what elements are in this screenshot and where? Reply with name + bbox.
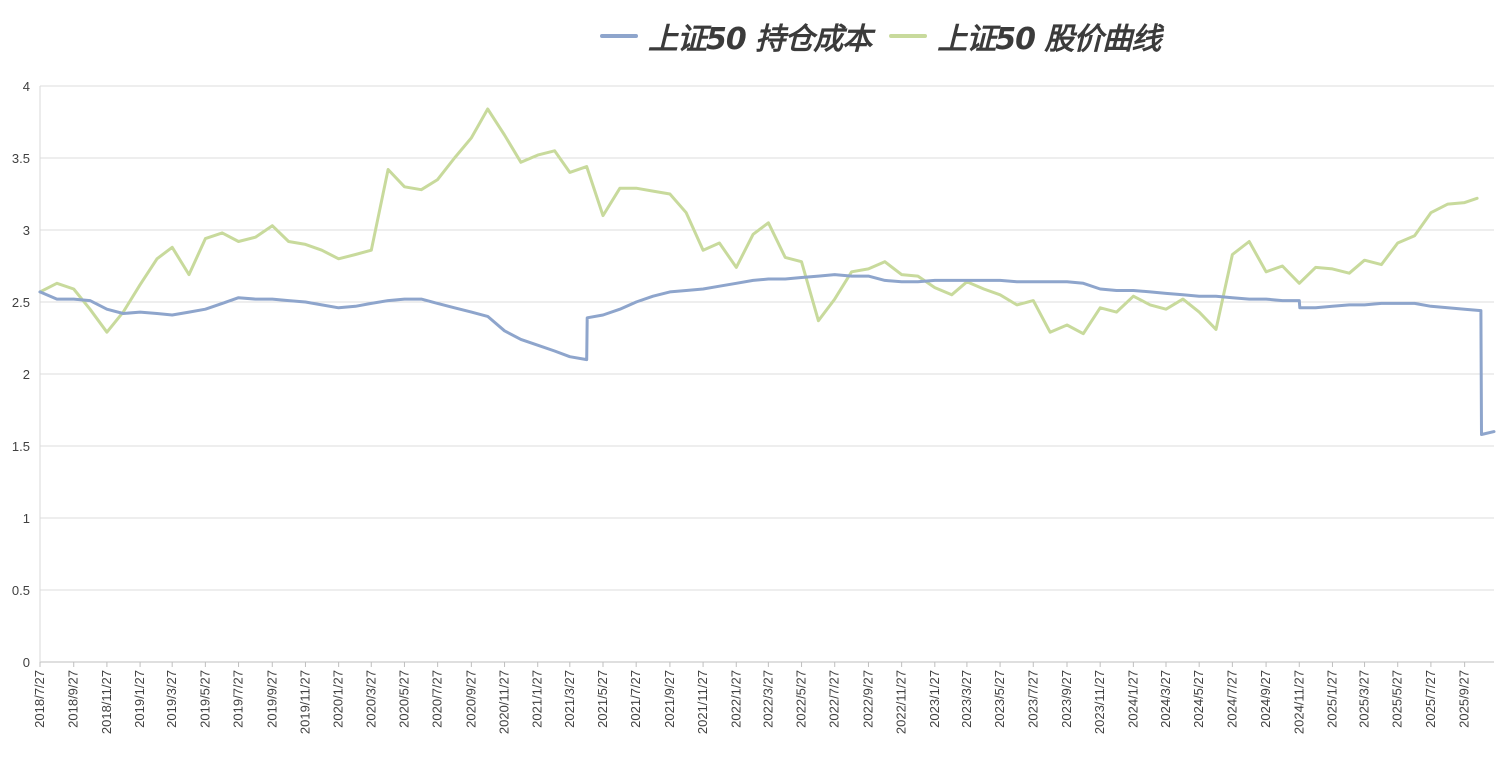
legend-label-cost: 上证50 持仓成本 [648,22,872,57]
x-tick-label: 2024/1/27 [1125,670,1140,728]
x-tick-label: 2021/5/27 [595,670,610,728]
y-tick-label: 2 [23,367,30,382]
legend-swatch-cost [600,34,638,38]
x-tick-label: 2018/9/27 [66,670,81,728]
x-tick-label: 2023/5/27 [992,670,1007,728]
x-tick-label: 2020/3/27 [363,670,378,728]
x-tick-label: 2019/7/27 [231,670,246,728]
x-tick-label: 2025/1/27 [1324,670,1339,728]
series-lines [38,107,1496,436]
series-line-cost [38,273,1496,436]
x-tick-label: 2022/9/27 [860,670,875,728]
x-tick-label: 2023/11/27 [1092,670,1107,734]
x-tick-label: 2025/7/27 [1423,670,1438,728]
x-tick-label: 2022/11/27 [894,670,909,734]
x-tick-label: 2023/7/27 [1025,670,1040,728]
x-tick-label: 2022/7/27 [827,670,842,728]
legend-swatch-price [889,34,928,38]
x-tick-label: 2023/1/27 [927,670,942,728]
x-tick-label: 2024/11/27 [1291,670,1306,734]
x-tick-label: 2024/9/27 [1258,670,1273,728]
x-tick-label: 2022/5/27 [794,670,809,728]
x-tick-label: 2021/11/27 [695,670,710,734]
x-tick-label: 2022/1/27 [728,670,743,728]
x-tick-label: 2018/7/27 [32,670,47,728]
x-tick-label: 2021/3/27 [562,670,577,728]
legend-item-price: 上证50 股价曲线 [889,14,1161,58]
y-tick-label: 0.5 [12,583,30,598]
legend-item-cost: 上证50 持仓成本 [600,14,872,58]
x-tick-label: 2025/3/27 [1357,670,1372,728]
x-tick-label: 2018/11/27 [99,670,114,734]
x-tick-label: 2024/5/27 [1191,670,1206,728]
x-tick-label: 2019/1/27 [132,670,147,728]
y-tick-label: 3 [23,223,30,238]
x-tick-label: 2024/3/27 [1158,670,1173,728]
legend: 上证50 持仓成本 上证50 股价曲线 [600,14,1178,58]
x-tick-label: 2020/9/27 [463,670,478,728]
y-tick-label: 0 [23,655,30,670]
grid-lines [40,85,1494,663]
x-tick-label: 2020/1/27 [331,670,346,728]
legend-label-price: 上证50 股价曲线 [937,22,1161,57]
x-tick-label: 2020/11/27 [497,670,512,734]
y-tick-label: 3.5 [12,151,30,166]
x-tick-label: 2023/3/27 [959,670,974,728]
x-tick-label: 2020/5/27 [396,670,411,728]
y-tick-label: 1 [23,511,30,526]
x-tick-label: 2019/11/27 [297,670,312,734]
x-tick-label: 2025/9/27 [1457,670,1472,728]
x-tick-label: 2021/7/27 [628,670,643,728]
x-tick-label: 2019/9/27 [264,670,279,728]
y-tick-label: 2.5 [12,295,30,310]
x-tick-label: 2025/5/27 [1390,670,1405,728]
x-tick-label: 2022/3/27 [760,670,775,728]
x-tick-label: 2021/1/27 [530,670,545,728]
x-tick-label: 2024/7/27 [1224,670,1239,728]
x-axis [39,86,1494,663]
x-tick-label: 2021/9/27 [662,670,677,728]
x-tick-label: 2019/3/27 [164,670,179,728]
y-tick-label: 1.5 [12,439,30,454]
x-tick-label: 2023/9/27 [1059,670,1074,728]
y-tick-label: 4 [23,79,30,94]
x-tick-label: 2020/7/27 [430,670,445,728]
y-axis-ticks: 0 0.5 1 1.5 2 2.5 3 3.5 4 [12,79,30,670]
x-tick-label: 2019/5/27 [197,670,212,728]
series-line-price [38,107,1479,336]
x-axis-ticks: 2018/7/27 2018/9/27 2018/11/27 2019/1/27 201… [32,662,1472,734]
